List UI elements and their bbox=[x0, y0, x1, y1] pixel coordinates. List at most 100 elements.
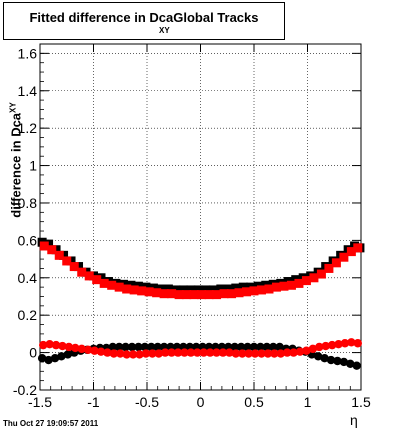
data-point-circle bbox=[275, 342, 284, 352]
x-tick-label: -1.5 bbox=[28, 394, 52, 410]
data-point-circle bbox=[96, 347, 106, 356]
data-point-circle bbox=[230, 342, 239, 352]
data-point-circle bbox=[282, 348, 292, 357]
series-0 bbox=[37, 237, 365, 295]
x-tick-label: 1 bbox=[304, 394, 312, 410]
data-point-circle bbox=[39, 340, 48, 350]
data-point-circle bbox=[249, 342, 259, 352]
data-point-circle bbox=[193, 348, 202, 357]
data-point-square bbox=[238, 282, 248, 292]
data-point-square bbox=[182, 290, 192, 300]
data-point-square bbox=[216, 284, 226, 294]
y-tick-label: 1 bbox=[29, 158, 37, 174]
data-point-square bbox=[122, 284, 132, 294]
chart-title: Fitted difference in DcaGlobal Tracks bbox=[4, 10, 284, 25]
y-axis-label-text: difference in Dca bbox=[8, 112, 24, 218]
data-point-circle bbox=[333, 356, 342, 366]
data-point-square bbox=[84, 271, 94, 281]
data-point-circle bbox=[262, 342, 272, 352]
data-point-circle bbox=[212, 348, 221, 357]
data-point-circle bbox=[134, 342, 143, 352]
data-point-circle bbox=[140, 342, 150, 352]
data-point-square bbox=[231, 283, 241, 293]
data-point-circle bbox=[37, 354, 47, 363]
data-point-square bbox=[159, 289, 169, 299]
data-point-circle bbox=[63, 350, 73, 359]
data-point-square bbox=[316, 269, 326, 279]
data-point-circle bbox=[231, 349, 241, 358]
data-point-square bbox=[186, 285, 196, 295]
data-point-circle bbox=[167, 348, 176, 357]
data-point-circle bbox=[121, 342, 130, 352]
data-point-circle bbox=[77, 344, 86, 354]
data-point-square bbox=[77, 267, 87, 277]
data-point-square bbox=[189, 290, 199, 300]
data-point-circle bbox=[141, 349, 151, 358]
data-point-circle bbox=[308, 344, 318, 354]
data-point-square bbox=[256, 285, 266, 295]
data-point-circle bbox=[295, 347, 305, 356]
data-point-square bbox=[353, 243, 363, 253]
data-point-square bbox=[223, 284, 233, 294]
tick-labels: -1.5 -1 -0.5 0 0.5 1 1.5 -0.2 0 0.2 0.4 0.6 0.8 1 1.2 1… bbox=[13, 45, 371, 410]
data-point-circle bbox=[250, 349, 260, 358]
x-tick-label: 0 bbox=[197, 394, 205, 410]
data-point-circle bbox=[45, 339, 54, 349]
data-point-circle bbox=[320, 354, 329, 363]
data-point-square bbox=[249, 286, 259, 296]
data-point-square bbox=[99, 278, 109, 288]
data-point-square bbox=[39, 241, 49, 251]
data-point-square bbox=[129, 285, 139, 295]
data-point-square bbox=[107, 280, 117, 290]
data-point-square bbox=[331, 258, 341, 268]
data-point-square bbox=[201, 285, 211, 295]
data-point-square bbox=[271, 282, 281, 292]
data-point-circle bbox=[276, 349, 285, 358]
data-point-square bbox=[212, 290, 222, 300]
data-point-circle bbox=[263, 349, 273, 358]
data-point-circle bbox=[173, 348, 183, 357]
data-point-circle bbox=[238, 349, 247, 358]
y-tick-label: 1.4 bbox=[18, 83, 38, 99]
data-point-circle bbox=[326, 355, 336, 365]
data-point-square bbox=[163, 284, 173, 294]
data-point-circle bbox=[302, 346, 311, 355]
data-point-circle bbox=[160, 348, 170, 357]
data-point-circle bbox=[289, 348, 298, 357]
data-point-circle bbox=[71, 343, 80, 353]
timestamp: Thu Oct 27 19:09:57 2011 bbox=[3, 419, 99, 428]
chart-title-subscript: XY bbox=[159, 26, 170, 35]
data-point-circle bbox=[314, 352, 323, 361]
y-tick-label: 0.6 bbox=[18, 232, 38, 248]
data-point-square bbox=[69, 262, 79, 272]
data-point-circle bbox=[339, 357, 349, 367]
data-point-square bbox=[264, 284, 274, 294]
data-point-circle bbox=[334, 339, 343, 349]
y-tick-label: 0.8 bbox=[18, 195, 38, 211]
data-point-circle bbox=[186, 348, 196, 357]
data-point-square bbox=[309, 273, 319, 283]
data-point-circle bbox=[353, 339, 362, 348]
data-point-circle bbox=[154, 349, 163, 358]
data-point-circle bbox=[218, 348, 228, 357]
grid-lines bbox=[40, 44, 361, 391]
data-point-circle bbox=[327, 340, 337, 350]
data-point-square bbox=[339, 252, 349, 262]
data-point-square bbox=[301, 276, 311, 286]
chart-title-suffix: Global Tracks bbox=[173, 10, 259, 25]
data-point-square bbox=[137, 286, 147, 296]
x-tick-label: -1 bbox=[87, 394, 100, 410]
data-point-circle bbox=[58, 341, 67, 351]
data-point-circle bbox=[147, 342, 156, 352]
data-point-square bbox=[286, 280, 296, 290]
data-point-circle bbox=[225, 348, 234, 357]
data-point-circle bbox=[57, 352, 66, 361]
data-point-circle bbox=[135, 350, 144, 359]
data-point-square bbox=[197, 290, 207, 300]
data-point-circle bbox=[347, 338, 356, 347]
chart-title-box: Fitted difference in DcaGlobal Tracks XY bbox=[3, 2, 285, 40]
data-point-circle bbox=[44, 355, 53, 365]
y-axis-label: difference in DcaXY bbox=[8, 102, 23, 217]
data-point-square bbox=[294, 278, 304, 288]
data-point-circle bbox=[244, 349, 253, 358]
